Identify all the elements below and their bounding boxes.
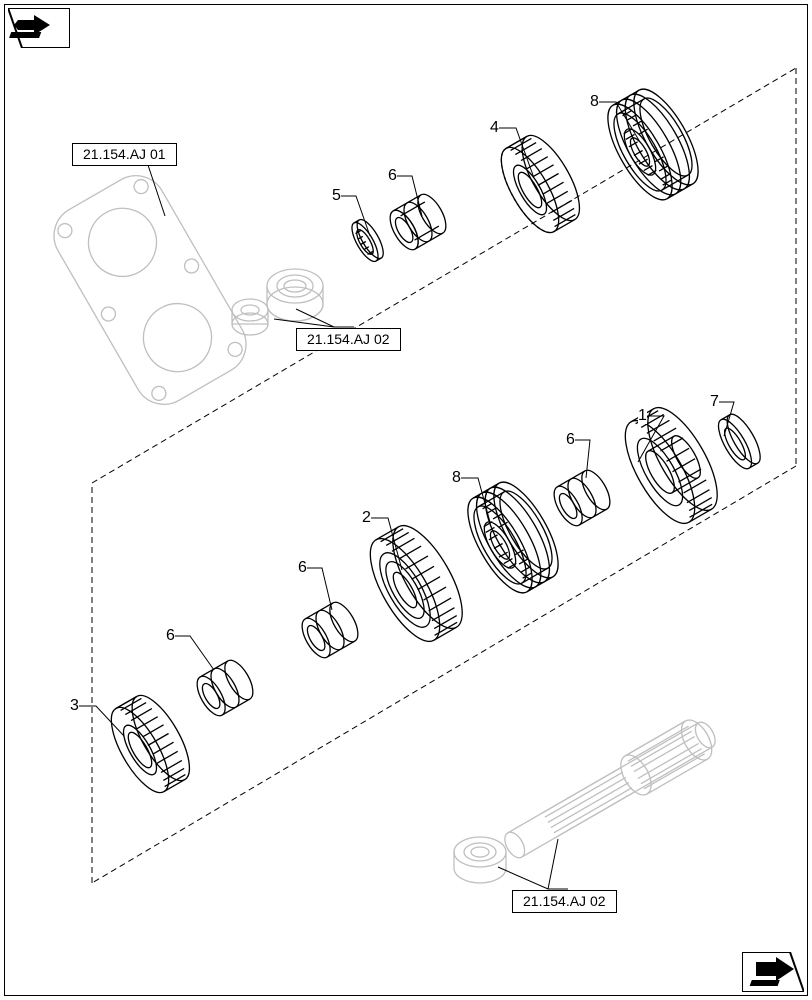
ref-shaft — [497, 712, 723, 868]
part-3-gear — [100, 687, 200, 800]
ref-label-1: 21.154.AJ 01 — [72, 143, 177, 166]
part-2-gear — [357, 516, 476, 651]
callout-6c: 6 — [298, 560, 307, 576]
callout-8a: 8 — [590, 94, 599, 110]
part-8-synchro-upper — [596, 80, 711, 209]
callout-2: 2 — [362, 510, 371, 526]
ref-nut — [232, 299, 268, 335]
ref-bearing-lower — [454, 837, 506, 883]
callout-8b: 8 — [452, 470, 461, 486]
callout-6b: 6 — [166, 628, 175, 644]
part-6-bushing-ll — [191, 656, 258, 720]
callout-6a: 6 — [388, 168, 397, 184]
part-5-washer — [347, 216, 388, 265]
callout-3: 3 — [70, 698, 79, 714]
page-root: 21.154.AJ 01 21.154.AJ 02 21.154.AJ 02 1… — [0, 0, 812, 1000]
part-1-gear — [612, 398, 731, 533]
callout-7: 7 — [710, 394, 719, 410]
part-6-bushing-lr — [548, 466, 615, 530]
part-6-bushing-upper — [384, 190, 451, 254]
ref-parts-group — [43, 165, 723, 883]
ref-bearing-upper — [267, 269, 323, 321]
callout-6d: 6 — [566, 432, 575, 448]
cover-plate — [43, 165, 257, 416]
callout-4: 4 — [490, 120, 499, 136]
ref-label-3: 21.154.AJ 02 — [512, 890, 617, 913]
callout-1: 1 — [638, 408, 647, 424]
part-7-spacer — [712, 410, 766, 473]
part-8-synchro-lower — [456, 473, 571, 602]
part-6-bushing-lm — [296, 598, 363, 662]
part-4-gear — [490, 127, 590, 240]
callout-5: 5 — [332, 188, 341, 204]
main-parts-group — [100, 80, 766, 800]
ref-label-2: 21.154.AJ 02 — [296, 328, 401, 351]
